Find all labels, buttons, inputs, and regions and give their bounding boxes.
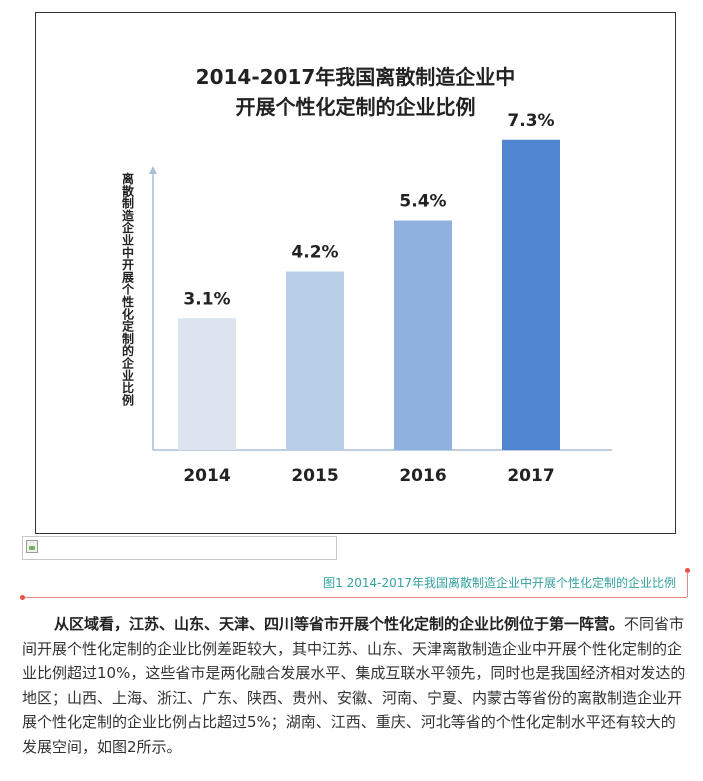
bar-2017 xyxy=(502,139,560,450)
data-label-2016: 5.4% xyxy=(399,192,446,212)
data-label-2014: 3.1% xyxy=(183,289,230,309)
caption-accent-line xyxy=(687,572,688,597)
x-tick-label-2016: 2016 xyxy=(399,466,446,486)
chart-title-line-2: 开展个性化定制的企业比例 xyxy=(235,95,476,119)
caption-divider xyxy=(22,597,687,598)
divider-accent-dot xyxy=(20,595,25,600)
broken-image-icon xyxy=(26,540,38,553)
data-label-2015: 4.2% xyxy=(291,243,338,263)
chart-title: 2014-2017年我国离散制造企业中 开展个性化定制的企业比例 xyxy=(35,62,676,122)
x-tick-label-2014: 2014 xyxy=(183,466,230,486)
bar-2016 xyxy=(394,220,452,450)
paragraph-body: 不同省市间开展个性化定制的企业比例差距较大，其中江苏、山东、天津离散制造企业中开… xyxy=(22,615,686,756)
chart-figure-frame xyxy=(35,12,676,534)
x-tick-label-2017: 2017 xyxy=(507,466,554,486)
bar-2014 xyxy=(178,318,236,450)
article-paragraph: 从区域看，江苏、山东、天津、四川等省市开展个性化定制的企业比例位于第一阵营。不同… xyxy=(22,612,690,759)
chart-bars: 3.1% 2014 4.2% 2015 5.4% 2016 7.3% 2017 xyxy=(178,111,560,486)
paragraph-lead: 从区域看，江苏、山东、天津、四川等省市开展个性化定制的企业比例位于第一阵营。 xyxy=(54,615,625,633)
caption-accent-dot xyxy=(685,568,690,573)
figure-caption: 图1 2014-2017年我国离散制造企业中开展个性化定制的企业比例 xyxy=(323,576,676,590)
y-axis-arrow xyxy=(149,166,157,174)
data-label-2017: 7.3% xyxy=(507,111,554,131)
y-axis-label: 离散制造企业中开展个性化定制的企业比例 xyxy=(121,171,135,407)
bar-2015 xyxy=(286,271,344,450)
chart-title-line-1: 2014-2017年我国离散制造企业中 xyxy=(195,65,516,89)
x-tick-label-2015: 2015 xyxy=(291,466,338,486)
y-axis-label-text: 离散制造企业中开展个性化定制的企业比例 xyxy=(121,171,135,407)
broken-image-placeholder xyxy=(22,536,337,560)
